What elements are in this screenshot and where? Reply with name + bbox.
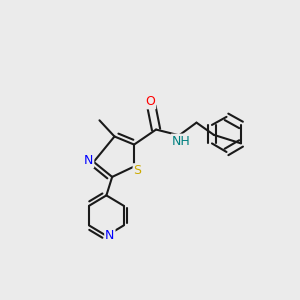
Text: N: N <box>84 154 93 167</box>
Text: NH: NH <box>172 135 190 148</box>
Text: N: N <box>105 229 115 242</box>
Text: O: O <box>145 95 155 108</box>
Text: S: S <box>134 164 142 177</box>
